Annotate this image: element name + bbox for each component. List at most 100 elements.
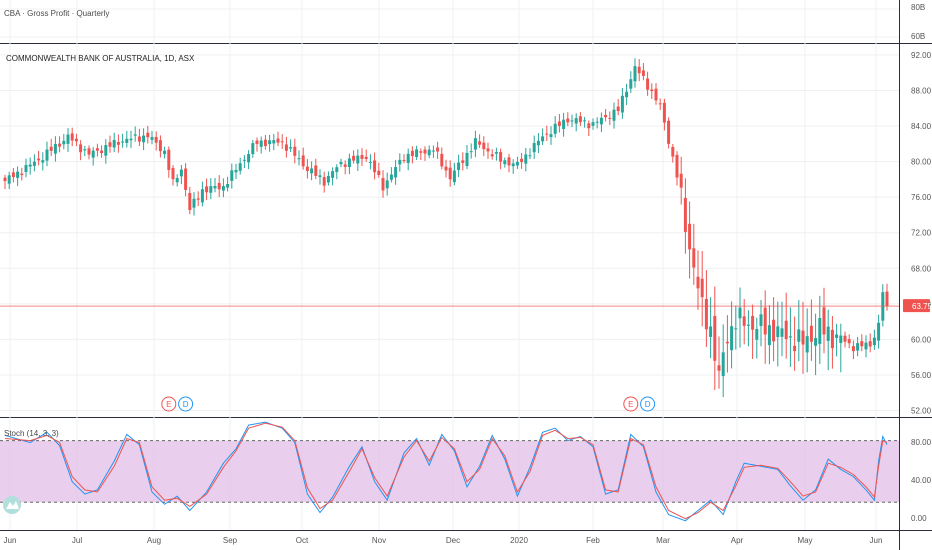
stoch-title: Stoch (14, 3, 3) <box>4 429 59 438</box>
event-marker-d-3[interactable]: D <box>640 396 656 412</box>
candle <box>24 158 28 178</box>
candle <box>49 138 53 156</box>
candle <box>339 158 343 168</box>
candle <box>326 171 330 186</box>
candle <box>364 149 368 162</box>
candle <box>864 335 868 358</box>
price-tick-4: 76.00 <box>911 193 932 202</box>
candle <box>410 146 414 164</box>
candle <box>679 156 683 205</box>
candle <box>301 147 305 170</box>
candle <box>205 178 209 201</box>
candle <box>885 283 889 311</box>
stoch-y-tick-0: 0.00 <box>911 514 927 523</box>
candle <box>725 315 729 373</box>
candle <box>654 83 658 105</box>
candle <box>780 301 784 357</box>
svg-text:D: D <box>645 400 651 409</box>
candle <box>839 323 843 373</box>
candle <box>490 149 494 160</box>
candle <box>129 130 133 149</box>
candle <box>843 331 847 348</box>
x-tick-1: Jul <box>72 536 82 545</box>
candle <box>146 125 150 144</box>
candle <box>721 324 725 398</box>
candle <box>536 133 540 153</box>
stoch-series-0 <box>4 421 888 522</box>
candle <box>394 159 398 185</box>
candle <box>818 295 822 365</box>
candle <box>347 153 351 175</box>
candle <box>28 157 32 175</box>
candle <box>599 112 603 133</box>
candle <box>163 146 167 159</box>
candle <box>431 145 435 158</box>
candle <box>620 87 624 119</box>
candle <box>16 166 20 186</box>
candle <box>263 134 267 150</box>
candle <box>692 223 696 285</box>
candle <box>196 191 200 207</box>
x-tick-9: Mar <box>656 536 670 545</box>
price-tick-1: 88.00 <box>911 86 932 95</box>
svg-text:E: E <box>166 400 171 409</box>
candle <box>625 83 629 106</box>
event-marker-e-2[interactable]: E <box>623 396 639 412</box>
candle <box>150 130 154 145</box>
candle <box>402 154 406 164</box>
candle <box>553 116 557 138</box>
candle <box>175 174 179 187</box>
x-tick-3: Sep <box>223 536 238 545</box>
price-tick-3: 80.00 <box>911 158 932 167</box>
candle <box>322 171 326 193</box>
candle <box>856 336 860 357</box>
candle <box>293 138 297 164</box>
candle <box>331 167 335 186</box>
candle <box>486 142 490 159</box>
candle <box>755 317 759 359</box>
x-tick-0: Jun <box>4 536 17 545</box>
candle <box>469 143 473 159</box>
candle <box>587 120 591 137</box>
candle <box>41 152 45 171</box>
candle <box>125 130 129 148</box>
tradingview-logo-icon[interactable] <box>3 496 21 514</box>
candle <box>545 125 549 142</box>
event-marker-e-0[interactable]: E <box>161 396 177 412</box>
candle <box>79 140 83 161</box>
candle <box>226 176 230 192</box>
candle <box>641 63 645 81</box>
candle <box>335 164 339 180</box>
candle <box>74 133 78 147</box>
candle <box>793 316 797 371</box>
candle <box>520 152 524 169</box>
candle <box>717 336 721 389</box>
candle <box>591 118 595 130</box>
candle <box>465 144 469 170</box>
candle <box>759 299 763 347</box>
candle <box>595 117 599 129</box>
candle <box>45 141 49 167</box>
svg-text:E: E <box>628 400 633 409</box>
main-y-axis: 92.0088.0084.0080.0076.0072.0068.0064.00… <box>911 51 932 416</box>
candle <box>87 145 91 160</box>
gross-profit-title: CBA · Gross Profit · Quarterly <box>4 9 109 18</box>
candle <box>53 136 57 162</box>
price-tick-6: 68.00 <box>911 264 932 273</box>
candle <box>7 171 11 190</box>
candle <box>746 310 750 347</box>
candle <box>318 169 322 185</box>
x-tick-10: Apr <box>731 536 744 545</box>
x-axis: Jun Jul Aug Sep Oct Nov Dec 2020 Feb Mar Apr May Jun <box>4 536 883 545</box>
stoch-band <box>0 440 899 503</box>
event-marker-d-1[interactable]: D <box>178 396 194 412</box>
candle <box>851 340 855 360</box>
candle <box>217 175 221 198</box>
svg-text:D: D <box>183 400 189 409</box>
candle <box>734 305 738 350</box>
candle <box>213 178 217 193</box>
candle <box>381 170 385 198</box>
candle <box>444 159 448 178</box>
